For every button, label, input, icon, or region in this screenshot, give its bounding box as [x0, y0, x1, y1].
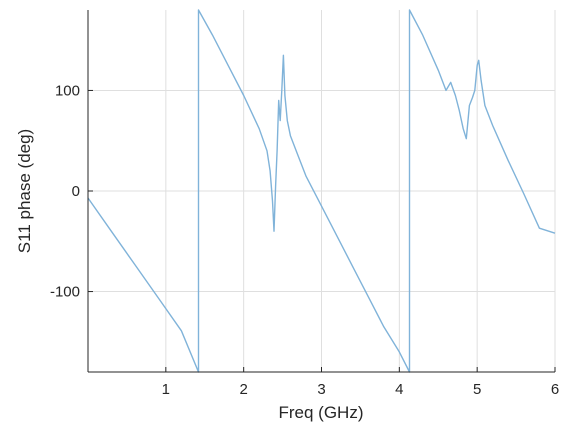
x-tick-label: 4 [395, 381, 403, 398]
y-axis-label: S11 phase (deg) [15, 129, 34, 253]
series-layer [87, 9, 556, 373]
x-axis-label: Freq (GHz) [279, 403, 364, 422]
y-tick-labels: -100 0 100 [50, 82, 80, 300]
x-tick-label: 1 [162, 381, 170, 398]
x-tick-label: 6 [551, 381, 559, 398]
axes [87, 10, 556, 373]
x-tick-label: 2 [239, 381, 247, 398]
x-tick-label: 3 [317, 381, 325, 398]
y-tick-label: 100 [55, 82, 80, 99]
series-line [87, 9, 556, 373]
y-tick-label: -100 [50, 284, 80, 301]
x-tick-label: 5 [473, 381, 481, 398]
y-tick-label: 0 [72, 183, 80, 200]
grid [88, 10, 556, 372]
x-tick-labels: 1 2 3 4 5 6 [162, 381, 560, 398]
